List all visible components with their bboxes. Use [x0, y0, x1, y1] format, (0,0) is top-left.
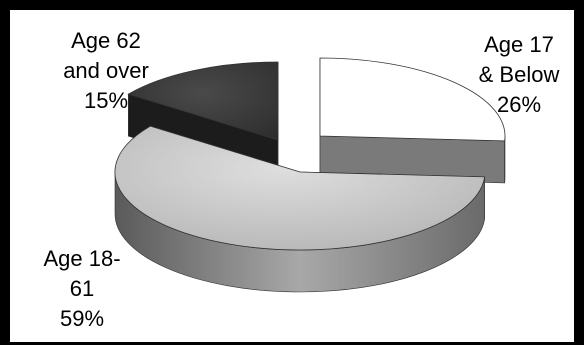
label-age-18-61: Age 18- 61 59%	[43, 246, 120, 331]
label-age-17-below-line: Age 17	[484, 32, 554, 57]
label-age-62-over-line: and over	[63, 58, 149, 83]
frame-border-right	[574, 0, 584, 345]
label-age-62-over-line: Age 62	[71, 28, 141, 53]
label-age-17-below-line: 26%	[497, 92, 541, 117]
label-age-62-over-line: 15%	[84, 88, 128, 113]
label-age-17-below-line: & Below	[479, 62, 560, 87]
label-age-18-61-line: 59%	[60, 306, 104, 331]
frame-border-left	[0, 0, 10, 345]
frame-border-top	[0, 0, 584, 10]
label-age-17-below: Age 17 & Below 26%	[479, 32, 560, 117]
label-age-18-61-line: 61	[70, 276, 94, 301]
label-age-62-over: Age 62 and over 15%	[63, 28, 149, 113]
slice-age-62-over-top	[127, 61, 279, 141]
slice-age-18-61	[114, 125, 486, 293]
frame-border-bottom	[0, 342, 584, 345]
slice-age-17-below-top	[319, 57, 506, 142]
slice-age-18-61-top	[114, 125, 486, 251]
label-age-18-61-line: Age 18-	[43, 246, 120, 271]
slice-age-17-below	[319, 57, 506, 184]
